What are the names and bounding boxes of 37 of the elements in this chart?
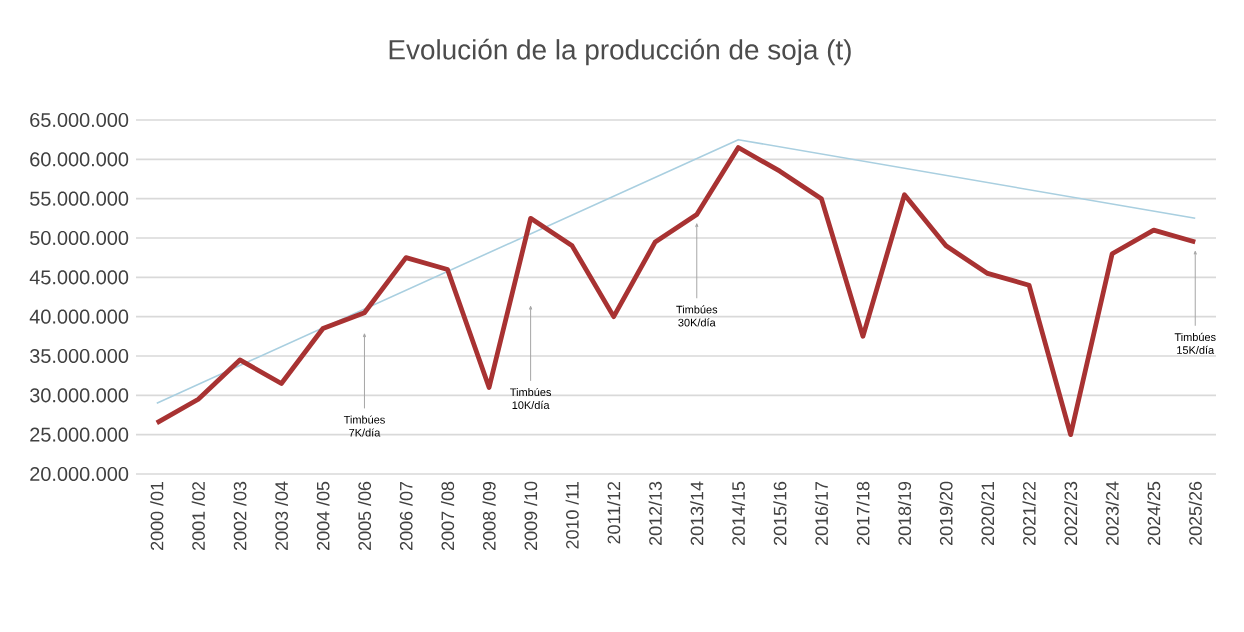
x-tick-label: 2021/22 — [1022, 481, 1036, 545]
y-tick-label: 50.000.000 — [30, 230, 129, 246]
x-tick-label: 2008 /09 — [482, 481, 496, 550]
x-tick-label: 2009 /10 — [524, 481, 538, 550]
x-tick-label: 2022/23 — [1064, 481, 1078, 545]
y-tick-label: 35.000.000 — [29, 348, 129, 364]
x-tick-label: 2010 /11 — [565, 481, 579, 549]
y-tick-label: 45.000.000 — [29, 270, 129, 285]
x-tick-label: 2001 /02 — [191, 481, 205, 550]
x-tick-label: 2007 /08 — [440, 481, 455, 550]
x-tick-label: 2005 /06 — [357, 481, 372, 550]
chart-title: Evolución de la producción de soja (t) — [389, 38, 851, 66]
y-tick-label: 55.000.000 — [30, 191, 129, 206]
x-tick-label: 2004 /05 — [316, 481, 330, 550]
y-tick-label: 65.000.000 — [30, 112, 129, 128]
x-tick-label: 2016/17 — [814, 481, 828, 545]
x-tick-label: 2000 /01 — [150, 481, 164, 550]
y-tick-label: 30.000.000 — [29, 388, 129, 403]
x-tick-label: 2019/20 — [939, 481, 953, 545]
y-tick-label: 60.000.000 — [30, 152, 129, 167]
x-tick-label: 2003 /04 — [274, 481, 288, 550]
x-tick-label: 2024/25 — [1147, 481, 1161, 545]
y-tick-label: 25.000.000 — [30, 427, 129, 442]
x-tick-label: 2025/26 — [1188, 481, 1202, 545]
y-tick-label: 20.000.000 — [30, 466, 129, 482]
x-tick-label: 2014/15 — [731, 481, 745, 545]
x-tick-label: 2018/19 — [897, 481, 912, 545]
x-tick-label: 2006 /07 — [399, 481, 413, 550]
y-tick-label: 40.000.000 — [29, 309, 129, 324]
x-tick-label: 2017/18 — [856, 481, 870, 545]
x-tick-label: 2020/21 — [980, 481, 995, 545]
x-tick-label: 2013/14 — [690, 481, 704, 545]
x-tick-label: 2015/16 — [773, 481, 787, 545]
x-tick-label: 2012/13 — [648, 481, 662, 545]
x-tick-label: 2023/24 — [1105, 481, 1119, 545]
x-tick-label: 2002 /03 — [233, 481, 247, 550]
x-tick-label: 2011/12 — [607, 481, 621, 544]
